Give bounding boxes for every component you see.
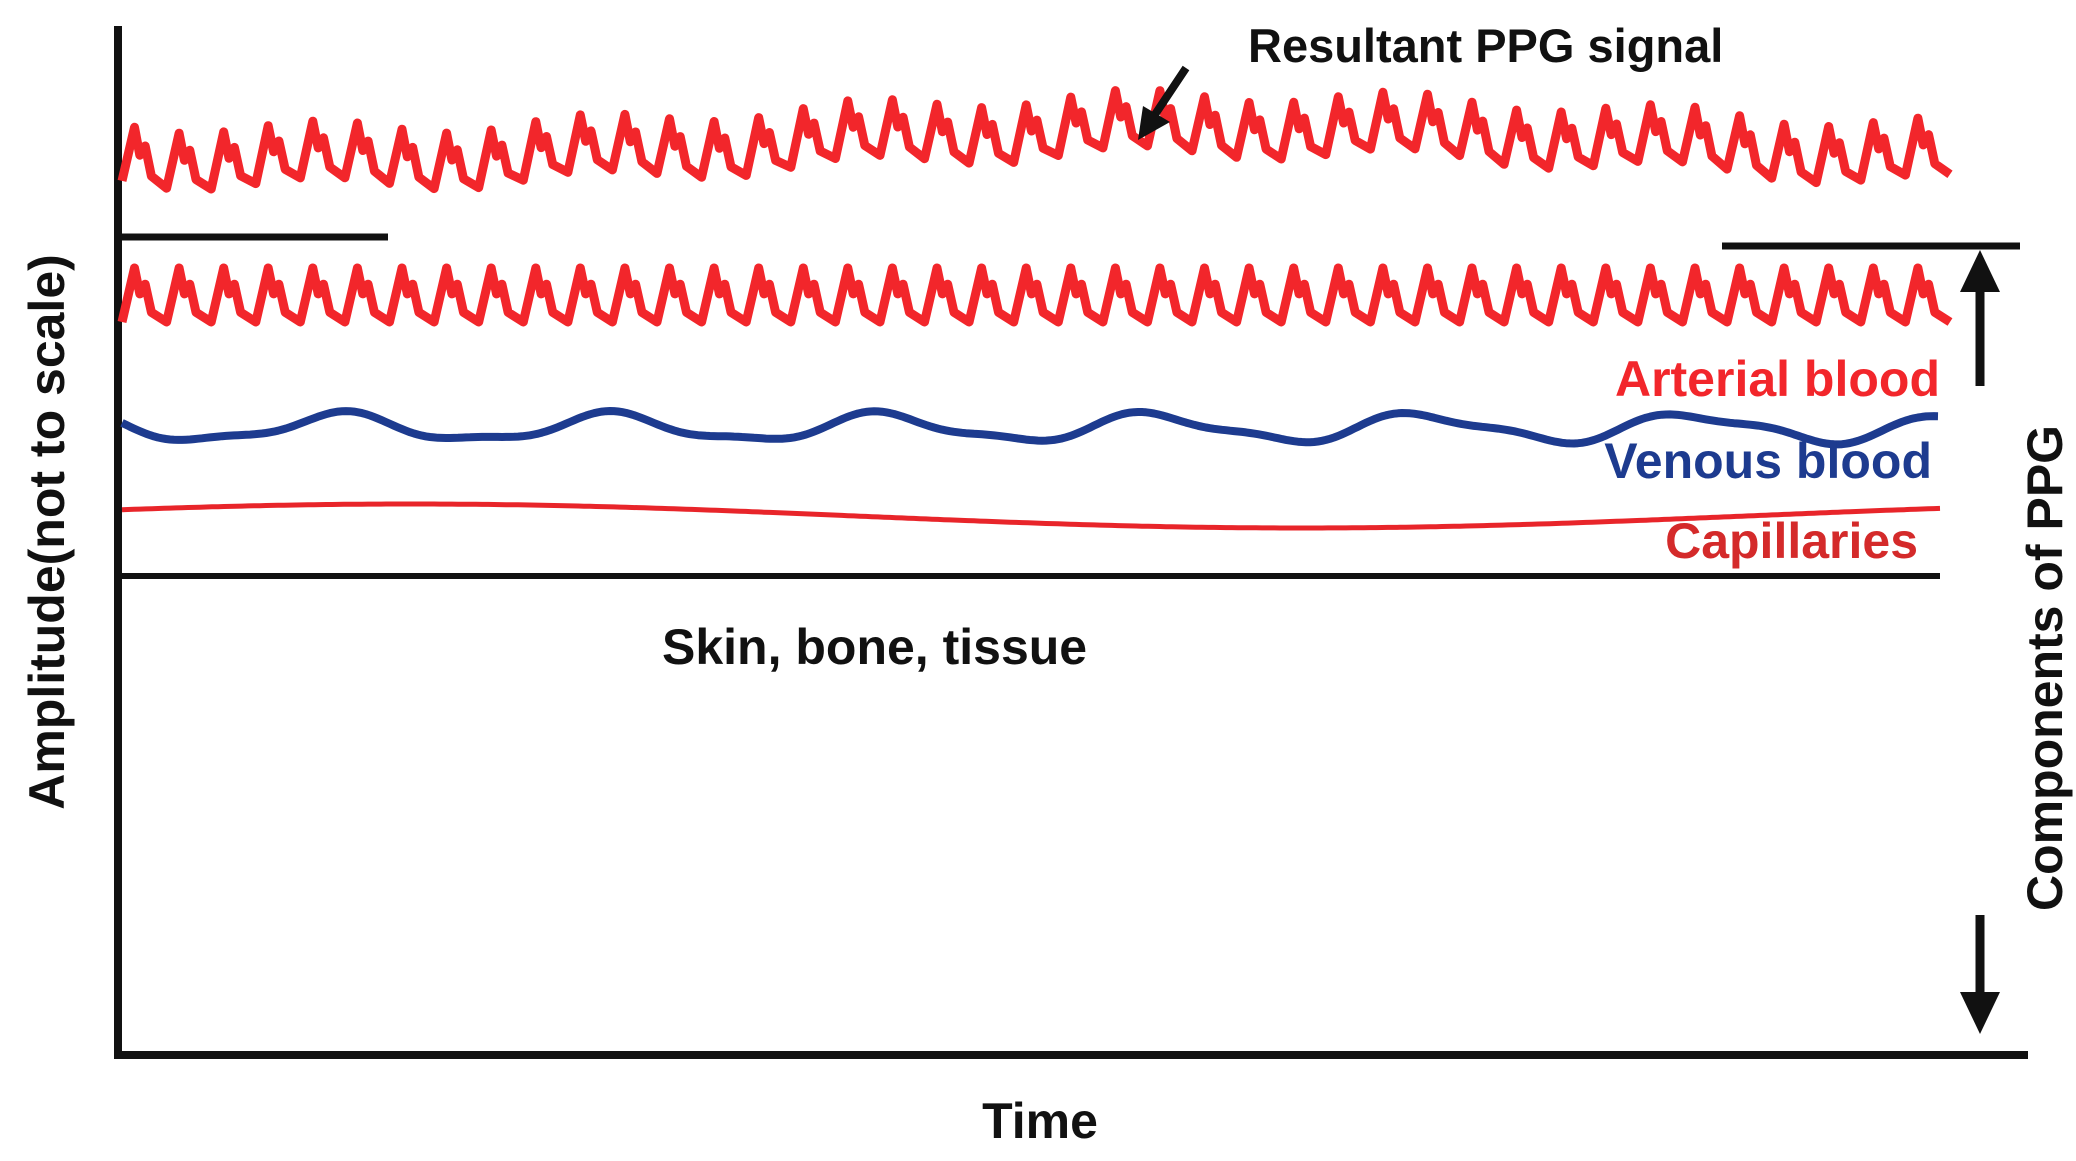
x-axis-label: Time [982,1093,1098,1149]
capillaries-label: Capillaries [1665,513,1918,569]
arrow-down-icon [1960,915,2000,1034]
y-axis-label: Amplitude(not to scale) [19,254,75,810]
venous-blood-label: Venous blood [1604,433,1932,489]
skin-bone-tissue-label: Skin, bone, tissue [662,619,1087,675]
venous-blood-waveform [120,407,1939,449]
arterial-blood-waveform [117,263,1953,327]
arrow-up-icon [1960,250,2000,386]
resultant-ppg-waveform [117,86,1953,194]
arterial-blood-label: Arterial blood [1615,351,1940,407]
components-of-ppg-label: Components of PPG [2017,425,2073,911]
resultant-ppg-label: Resultant PPG signal [1248,19,1723,72]
arrow-icon [1138,65,1190,140]
capillaries-waveform [121,501,1941,531]
